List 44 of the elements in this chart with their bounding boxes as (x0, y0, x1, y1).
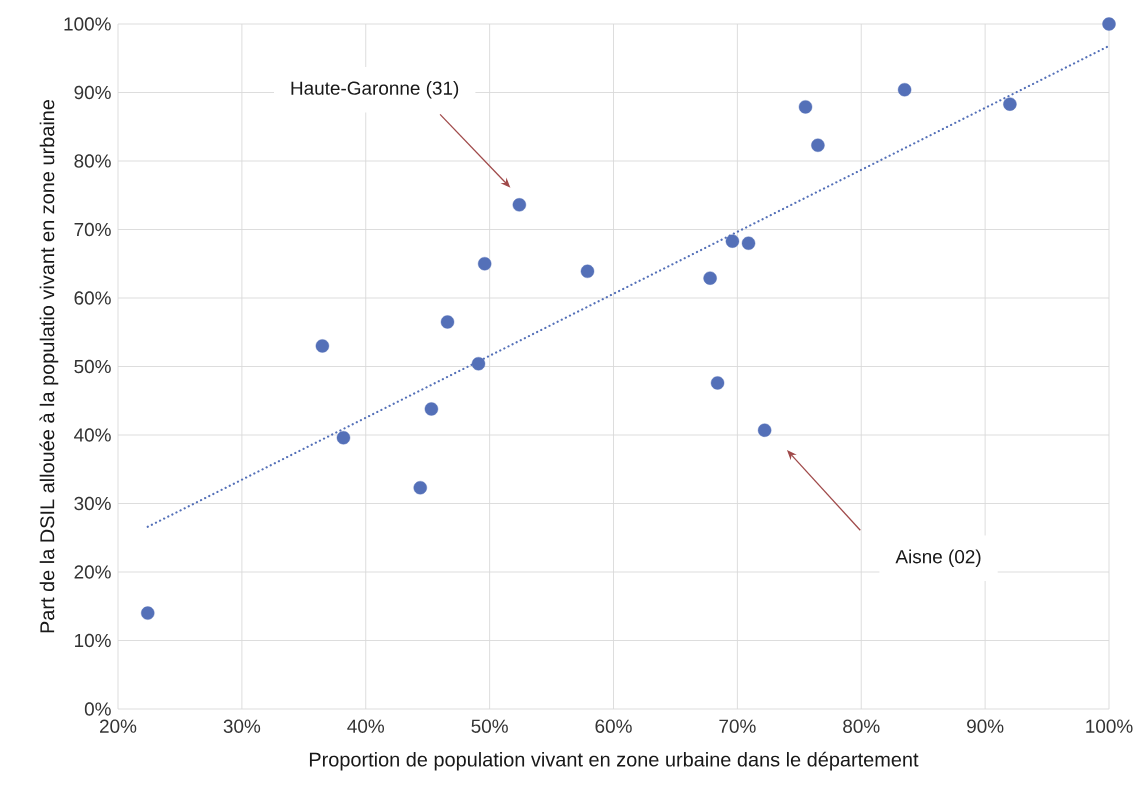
point (141, 606, 155, 620)
x-tick-label: 60% (595, 719, 632, 733)
y-tick-label: 100% (64, 17, 111, 31)
x-tick-label: 100% (1086, 719, 1133, 733)
point (512, 198, 527, 212)
point (703, 271, 717, 285)
point (424, 402, 439, 416)
point (811, 138, 825, 152)
point (897, 83, 912, 97)
point (580, 264, 595, 278)
point (725, 234, 740, 248)
annotation: Aisne (02) (895, 549, 981, 568)
point (477, 257, 492, 271)
y-tick-label: 50% (74, 359, 111, 374)
point (757, 423, 772, 437)
y-tick-label: 60% (74, 291, 111, 305)
point (1102, 17, 1116, 31)
point (741, 236, 756, 250)
point (710, 376, 725, 390)
y-tick-label: 30% (74, 496, 111, 511)
x-tick-label: 30% (223, 719, 261, 733)
point (471, 357, 486, 371)
point (798, 100, 813, 114)
y-tick-label: 10% (75, 633, 111, 648)
x-tick-label: 80% (843, 719, 880, 733)
y-tick-label: 40% (74, 428, 111, 442)
point (1003, 97, 1017, 111)
y-axis-title: Part de la DSIL allouée à la populatio vivant en zone urbaine (39, 99, 59, 633)
point (413, 481, 427, 495)
x-axis-title: Proportion de population vivant en zone urbaine dans le département (309, 751, 919, 771)
annotation: Haute-Garonne (31) (291, 80, 459, 99)
y-tick-label: 20% (74, 565, 111, 579)
x-tick-label: 50% (471, 719, 508, 733)
point (315, 339, 330, 353)
x-tick-label: 90% (967, 719, 1004, 733)
x-tick-label: 40% (347, 719, 385, 733)
y-tick-label: 90% (74, 85, 111, 100)
point (440, 315, 455, 329)
x-tick-label: 70% (719, 719, 756, 733)
point (336, 431, 351, 445)
y-tick-label: 80% (74, 154, 111, 168)
x-tick-label: 20% (100, 719, 137, 733)
y-tick-label: 70% (74, 222, 111, 237)
y-tick-label: 0% (84, 702, 111, 716)
